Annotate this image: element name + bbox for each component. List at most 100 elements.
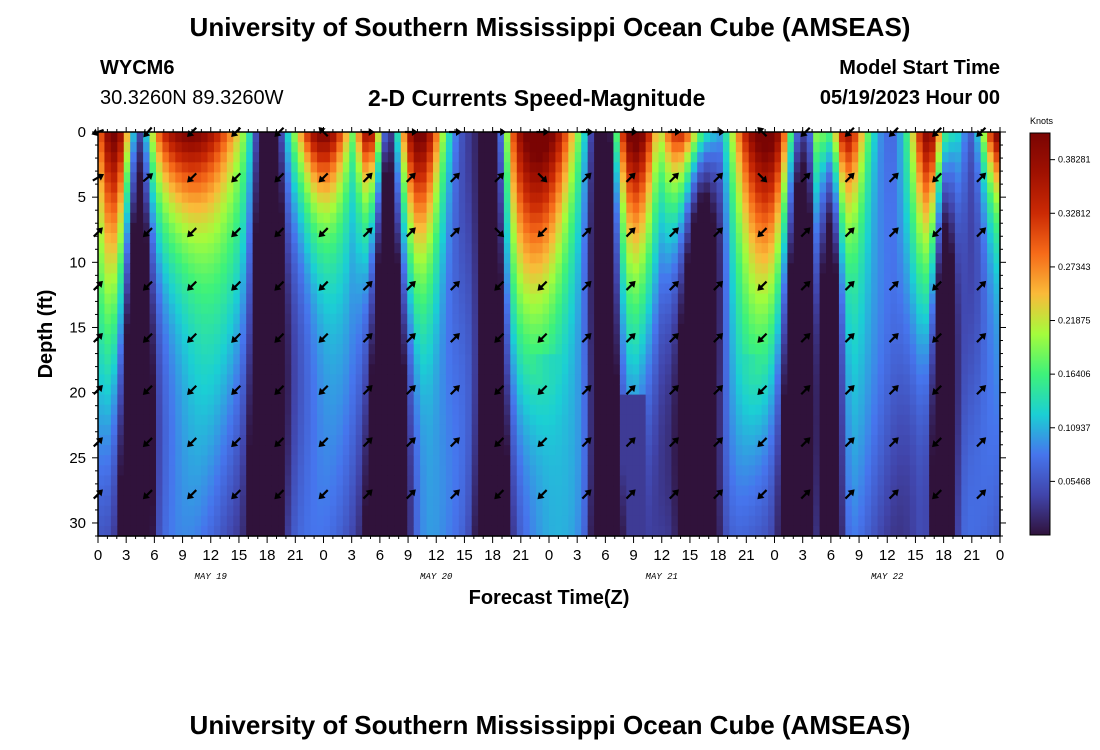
heatmap-cell: [291, 414, 299, 426]
heatmap-cell: [690, 445, 698, 456]
heatmap-cell: [445, 404, 453, 416]
heatmap-cell: [690, 323, 698, 335]
heatmap-cell: [323, 334, 331, 345]
heatmap-cell: [265, 445, 273, 456]
heatmap-cell: [529, 222, 537, 234]
heatmap-cell: [220, 364, 228, 375]
heatmap-cell: [845, 253, 853, 264]
heatmap-cell: [722, 374, 730, 386]
heatmap-cell: [355, 424, 363, 436]
heatmap-cell: [426, 182, 434, 194]
heatmap-cell: [349, 212, 357, 224]
heatmap-cell: [606, 303, 615, 315]
heatmap-cell: [226, 142, 234, 153]
heatmap-cell: [581, 525, 589, 537]
heatmap-cell: [420, 303, 428, 315]
heatmap-cell: [768, 253, 776, 264]
heatmap-cell: [201, 435, 209, 446]
heatmap-cell: [555, 354, 563, 365]
heatmap-cell: [394, 404, 402, 416]
heatmap-cell: [130, 142, 138, 153]
heatmap-cell: [246, 334, 254, 345]
heatmap-cell: [271, 222, 279, 234]
heatmap-cell: [632, 475, 640, 487]
heatmap-cell: [703, 222, 711, 234]
heatmap-cell: [600, 475, 608, 487]
heatmap-cell: [606, 465, 615, 476]
heatmap-cell: [220, 152, 228, 163]
heatmap-cell: [426, 172, 434, 184]
heatmap-cell: [858, 424, 866, 436]
heatmap-cell: [516, 162, 524, 173]
heatmap-cell: [529, 263, 537, 274]
heatmap-cell: [555, 505, 563, 517]
heatmap-cell: [317, 222, 325, 234]
heatmap-cell: [310, 273, 318, 285]
heatmap-cell: [252, 374, 260, 386]
heatmap-cell: [329, 445, 337, 456]
heatmap-cell: [800, 172, 808, 184]
heatmap-cell: [123, 263, 131, 274]
heatmap-cell: [549, 202, 557, 214]
heatmap-cell: [858, 273, 866, 285]
heatmap-cell: [336, 313, 344, 325]
heatmap-cell: [355, 445, 363, 456]
heatmap-cell: [220, 283, 228, 295]
heatmap-cell: [819, 243, 827, 254]
heatmap-cell: [645, 455, 653, 466]
heatmap-cell: [452, 334, 460, 345]
heatmap-cell: [136, 505, 144, 517]
heatmap-cell: [143, 525, 151, 537]
heatmap-cell: [619, 202, 627, 214]
heatmap-cell: [149, 435, 157, 446]
heatmap-cell: [742, 293, 750, 305]
heatmap-cell: [800, 222, 808, 234]
heatmap-cell: [516, 334, 524, 345]
heatmap-cell: [600, 293, 608, 305]
heatmap-cell: [484, 152, 492, 163]
heatmap-cell: [626, 243, 634, 254]
heatmap-cell: [310, 334, 318, 345]
heatmap-cell: [478, 142, 486, 153]
heatmap-cell: [201, 222, 209, 234]
heatmap-cell: [742, 283, 750, 295]
heatmap-cell: [510, 515, 518, 527]
heatmap-cell: [858, 132, 866, 143]
heatmap-cell: [819, 485, 827, 497]
heatmap-cell: [458, 293, 466, 305]
heatmap-cell: [748, 525, 756, 537]
heatmap-cell: [387, 323, 395, 335]
heatmap-cell: [284, 515, 292, 527]
heatmap-cell: [304, 354, 312, 365]
heatmap-cell: [362, 424, 370, 436]
heatmap-cell: [555, 202, 563, 214]
heatmap-cell: [400, 212, 408, 224]
heatmap-cell: [491, 455, 499, 466]
heatmap-cell: [884, 525, 892, 537]
heatmap-cell: [465, 495, 473, 507]
heatmap-cell: [278, 152, 286, 163]
heatmap-cell: [890, 505, 898, 517]
heatmap-cell: [871, 505, 879, 517]
heatmap-cell: [568, 495, 576, 507]
heatmap-cell: [226, 253, 234, 264]
heatmap-cell: [484, 334, 492, 345]
heatmap-cell: [697, 495, 705, 507]
heatmap-cell: [497, 243, 505, 254]
heatmap-cell: [433, 505, 441, 517]
heatmap-cell: [703, 465, 711, 476]
heatmap-cell: [671, 404, 679, 416]
heatmap-cell: [362, 344, 370, 355]
heatmap-cell: [626, 283, 634, 295]
heatmap-cell: [890, 162, 898, 173]
heatmap-cell: [555, 162, 563, 173]
heatmap-cell: [271, 212, 279, 224]
heatmap-cell: [729, 515, 737, 527]
heatmap-cell: [387, 132, 395, 143]
heatmap-cell: [774, 435, 782, 446]
heatmap-cell: [729, 182, 737, 194]
heatmap-cell: [742, 424, 750, 436]
heatmap-cell: [317, 293, 325, 305]
heatmap-cell: [755, 344, 763, 355]
heatmap-cell: [652, 313, 660, 325]
